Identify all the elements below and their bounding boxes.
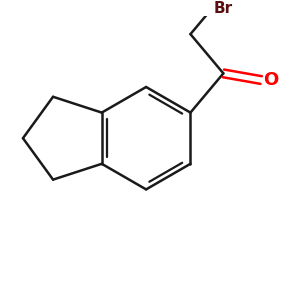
Text: O: O — [263, 71, 279, 89]
Text: Br: Br — [214, 1, 233, 16]
